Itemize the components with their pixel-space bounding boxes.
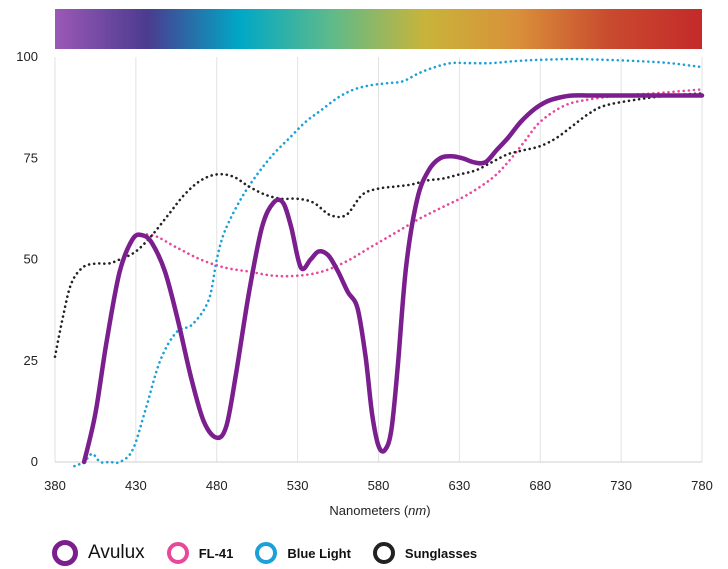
y-tick-label: 0 <box>31 454 38 469</box>
legend-item-blue-light: Blue Light <box>255 542 351 564</box>
legend-item-sunglasses: Sunglasses <box>372 542 478 564</box>
legend: Avulux FL-41 Blue Light Sunglasses <box>52 538 499 568</box>
x-axis-ticks: 380 430 480 530 580 630 680 730 780 <box>44 478 713 493</box>
x-tick-label: 530 <box>287 478 309 493</box>
legend-marker-blue-light <box>255 542 278 564</box>
legend-item-fl41: FL-41 <box>166 542 234 564</box>
legend-label-avulux: Avulux <box>88 542 145 563</box>
x-tick-label: 430 <box>125 478 147 493</box>
legend-marker-avulux <box>52 540 78 566</box>
grid <box>54 57 703 463</box>
legend-label-blue-light: Blue Light <box>287 545 351 561</box>
legend-marker-sunglasses <box>372 542 395 564</box>
legend-marker-fl41 <box>166 542 189 564</box>
x-tick-label: 780 <box>691 478 713 493</box>
spectral-transmission-chart: 0 25 50 75 100 380 430 480 530 580 630 680 730 780 N… <box>16 9 713 518</box>
y-axis-ticks: 0 25 50 75 100 <box>16 49 38 469</box>
x-tick-label: 730 <box>610 478 632 493</box>
x-tick-label: 630 <box>449 478 471 493</box>
y-tick-label: 100 <box>16 49 38 64</box>
x-tick-label: 580 <box>368 478 390 493</box>
legend-label-sunglasses: Sunglasses <box>404 545 478 561</box>
y-tick-label: 50 <box>24 252 38 267</box>
y-tick-label: 25 <box>24 353 38 368</box>
series-line-sunglasses <box>53 92 704 358</box>
legend-item-avulux: Avulux <box>52 540 145 566</box>
series-line-blue-light <box>73 57 704 468</box>
legend-label-fl41: FL-41 <box>198 545 234 561</box>
x-tick-label: 480 <box>206 478 228 493</box>
x-tick-label: 680 <box>529 478 551 493</box>
series-layer <box>53 57 705 468</box>
series-line-avulux <box>81 93 705 465</box>
x-tick-label: 380 <box>44 478 66 493</box>
y-tick-label: 75 <box>24 150 38 165</box>
x-axis-title: Nanometers (nm) <box>329 503 430 518</box>
spectrum-bar <box>55 9 702 49</box>
